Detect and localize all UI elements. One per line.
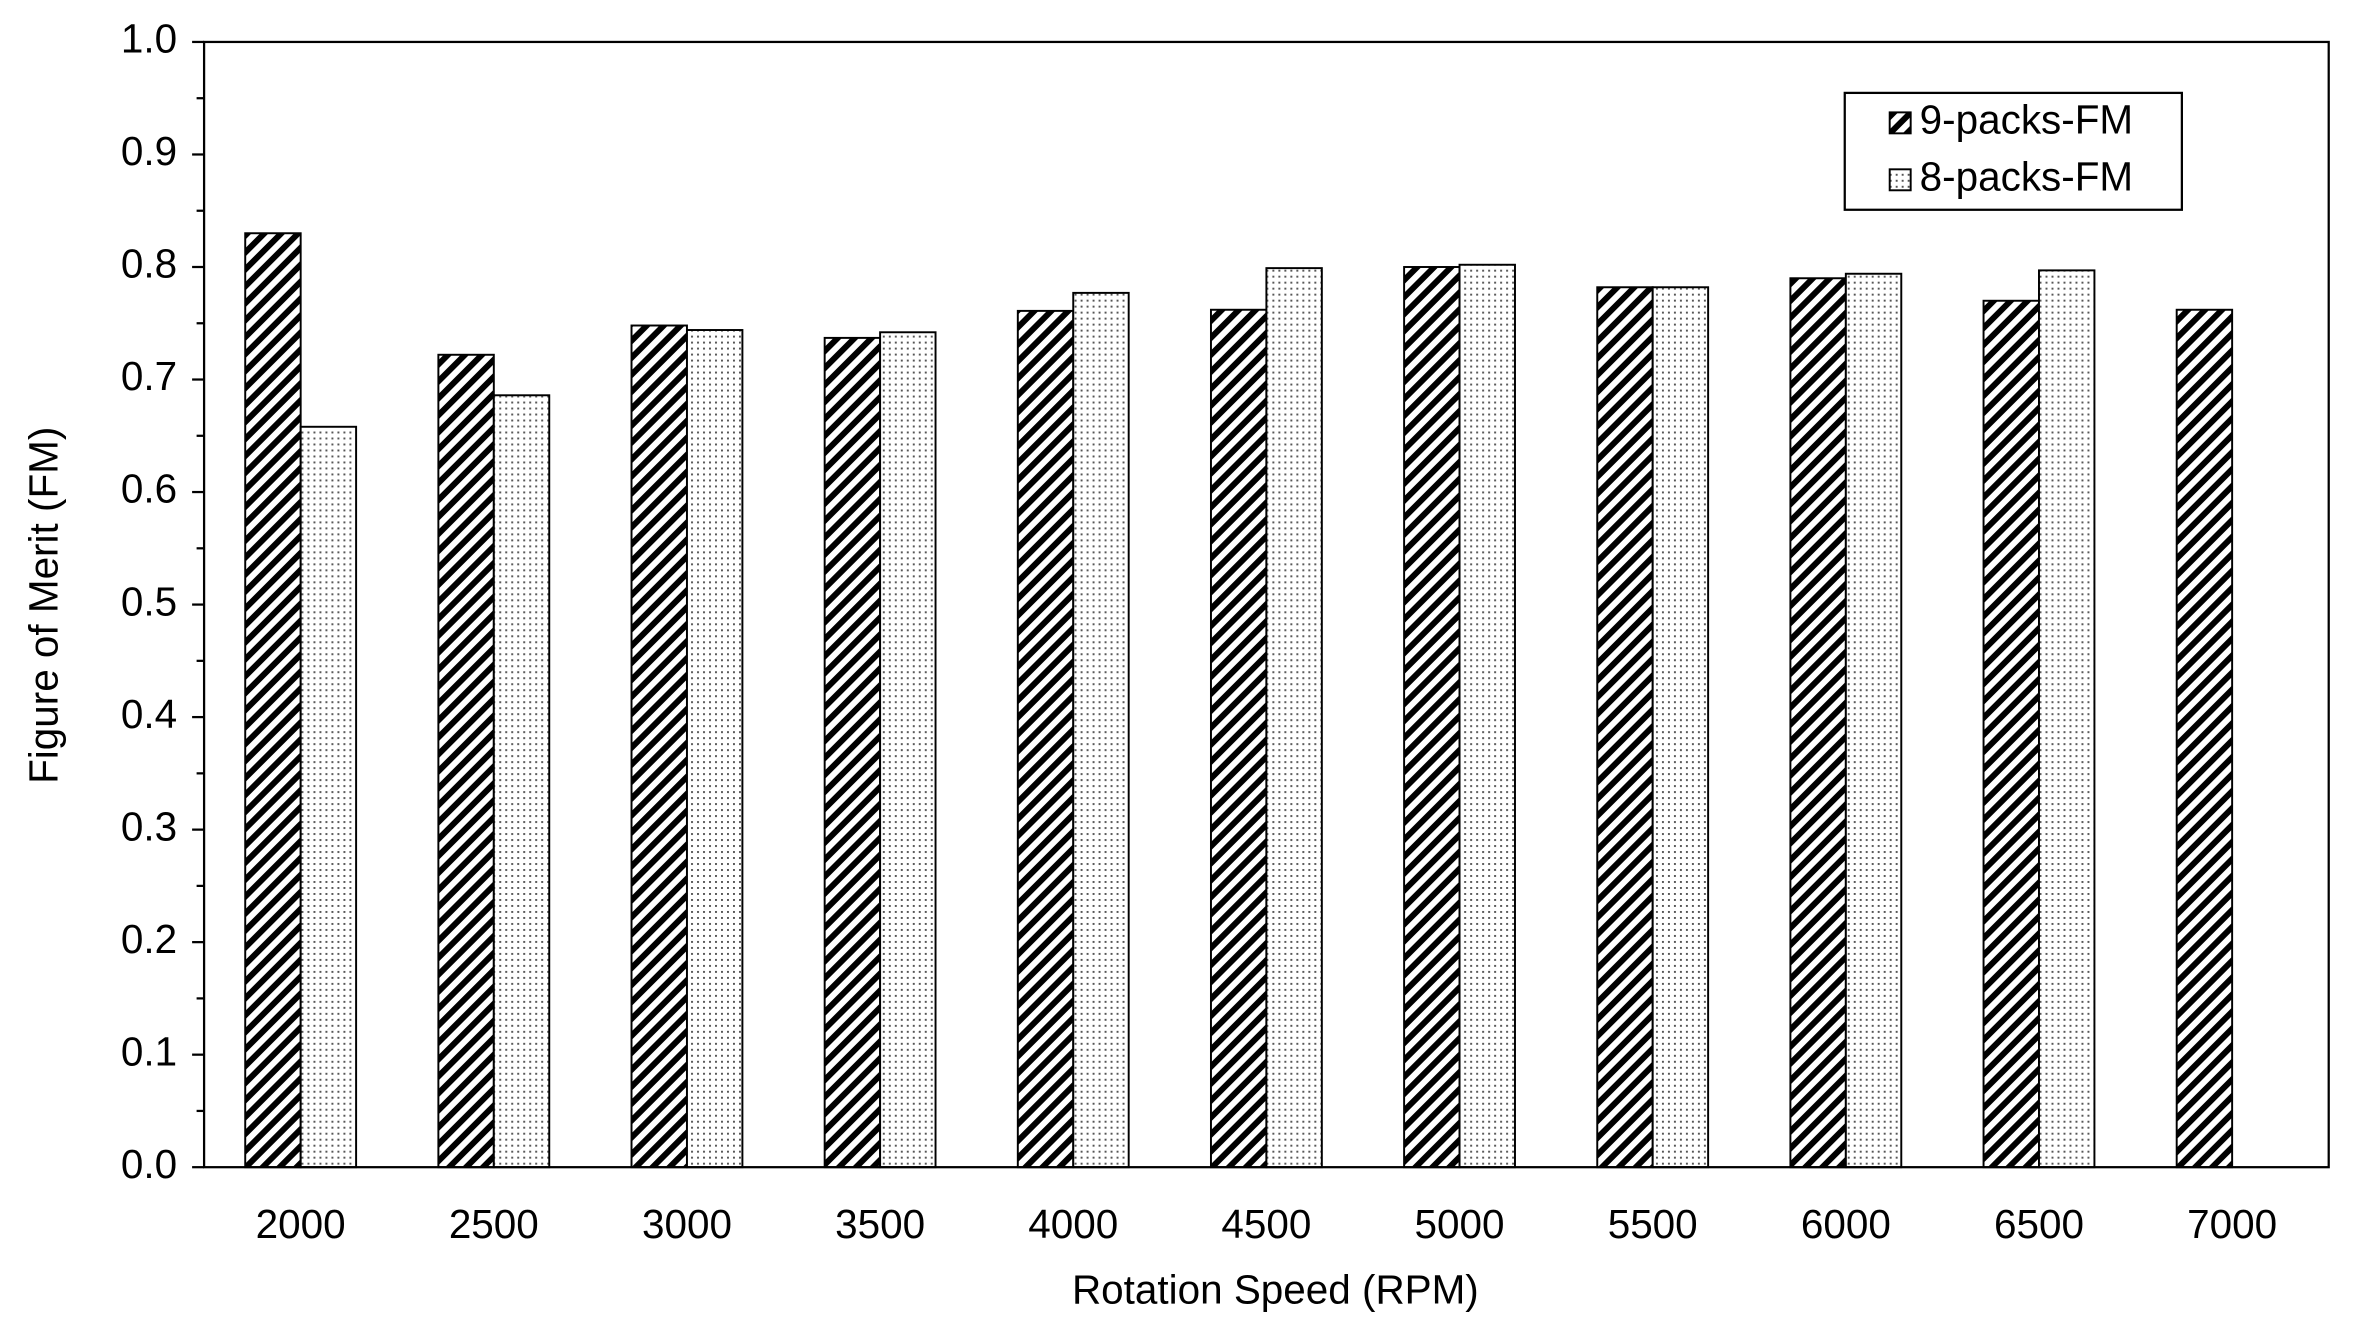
x-tick-label: 2000 bbox=[256, 1201, 346, 1247]
bar bbox=[1982, 299, 2040, 1169]
x-tick-label: 4000 bbox=[1028, 1201, 1118, 1247]
legend-swatch bbox=[1888, 111, 1912, 135]
y-tick-label: 0.1 bbox=[121, 1028, 177, 1074]
y-tick-label: 0.7 bbox=[121, 353, 177, 399]
bar bbox=[685, 329, 744, 1169]
x-tick-label: 5000 bbox=[1415, 1201, 1505, 1247]
plot-frame bbox=[202, 40, 2330, 1169]
y-tick-label: 0.8 bbox=[121, 241, 177, 287]
x-tick-label: 5500 bbox=[1608, 1201, 1698, 1247]
bar bbox=[299, 425, 358, 1169]
x-tick-label: 6500 bbox=[1994, 1201, 2084, 1247]
y-tick-label: 0.9 bbox=[121, 128, 177, 174]
x-tick-label: 6000 bbox=[1801, 1201, 1891, 1247]
bar bbox=[1651, 286, 1710, 1169]
y-tick-label: 0.3 bbox=[121, 803, 177, 849]
bar bbox=[630, 324, 688, 1169]
y-tick-label: 1.0 bbox=[121, 16, 177, 62]
x-axis-title: Rotation Speed (RPM) bbox=[1072, 1267, 1479, 1313]
legend-label: 9-packs-FM bbox=[1920, 97, 2133, 143]
x-tick-label: 3500 bbox=[835, 1201, 925, 1247]
bar bbox=[823, 336, 882, 1169]
legend-swatch bbox=[1888, 168, 1912, 192]
y-tick-label: 0.4 bbox=[121, 691, 177, 737]
x-tick-label: 4500 bbox=[1221, 1201, 1311, 1247]
bar bbox=[1265, 267, 1323, 1169]
bar bbox=[2038, 269, 2096, 1169]
bar bbox=[1403, 266, 1461, 1169]
bar bbox=[1596, 286, 1654, 1169]
bar bbox=[879, 331, 937, 1169]
bar bbox=[492, 394, 551, 1169]
bar bbox=[1072, 291, 1130, 1169]
y-tick-label: 0.2 bbox=[121, 916, 177, 962]
y-axis-title: Figure of Merit (FM) bbox=[20, 427, 66, 784]
bar bbox=[1844, 272, 1903, 1169]
y-tick-label: 0.5 bbox=[121, 578, 177, 624]
bar bbox=[1789, 277, 1847, 1169]
x-tick-label: 2500 bbox=[449, 1201, 539, 1247]
bar bbox=[437, 353, 495, 1169]
bar bbox=[1209, 308, 1268, 1169]
bar bbox=[1016, 309, 1075, 1169]
x-tick-label: 3000 bbox=[642, 1201, 732, 1247]
bar bbox=[1458, 263, 1516, 1169]
bar bbox=[244, 232, 302, 1169]
x-tick-label: 7000 bbox=[2187, 1201, 2277, 1247]
bar bbox=[2175, 308, 2234, 1169]
legend-label: 8-packs-FM bbox=[1920, 153, 2133, 199]
y-tick-label: 0.0 bbox=[121, 1141, 177, 1187]
y-tick-label: 0.6 bbox=[121, 466, 177, 512]
